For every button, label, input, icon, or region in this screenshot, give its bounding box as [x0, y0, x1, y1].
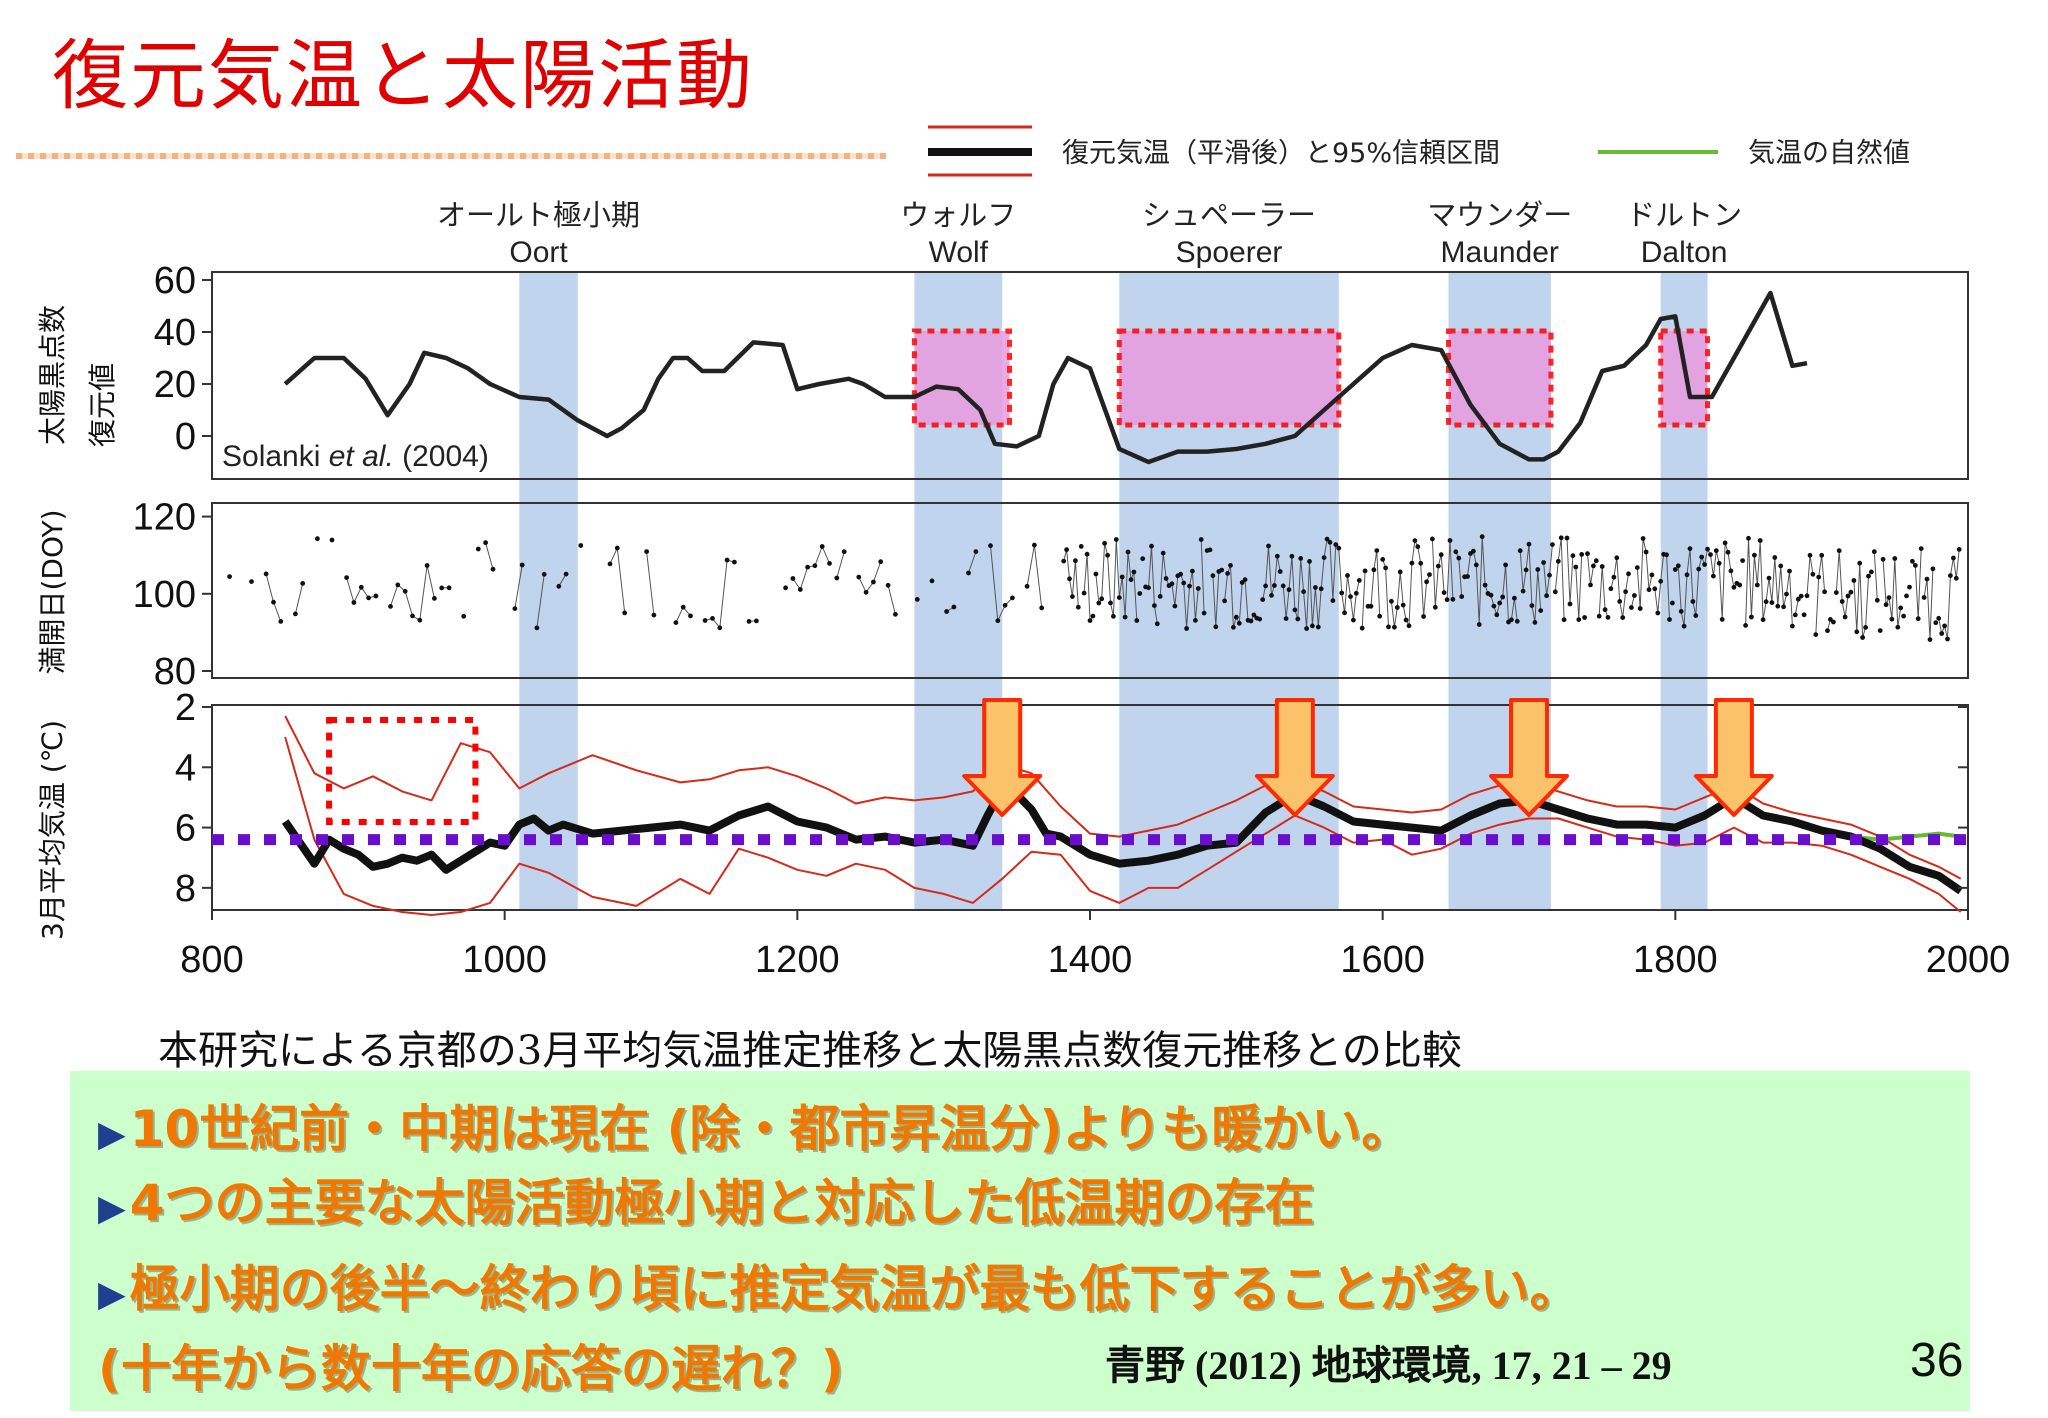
legend-temperature-label: 復元気温（平滑後）と95%信頼区間: [1062, 138, 1500, 169]
bullet-text: 10世紀前・中期は現在 (除・都市昇温分)よりも暖かい。: [129, 1100, 1412, 1158]
bullet-text: 4つの主要な太陽活動極小期と対応した低温期の存在: [129, 1174, 1315, 1232]
minimum-label-en: Dalton: [1641, 236, 1728, 269]
minima-labels: オールト極小期 Oort ウォルフ Wolf シュペーラー Spoerer マウンダー Mau…: [437, 198, 1742, 269]
bullet-marker-icon: ▶: [98, 1274, 126, 1315]
title-underline: [16, 153, 886, 159]
summary-box: ▶10世紀前・中期は現在 (除・都市昇温分)よりも暖かい。 ▶4つの主要な太陽活…: [70, 1071, 1970, 1411]
temperature-ytick-label: 6: [175, 808, 196, 850]
minimum-label-jp: オールト極小期: [437, 198, 640, 232]
low-activity-highlight: [911, 328, 1013, 428]
summary-bullet-3: ▶極小期の後半～終わり頃に推定気温が最も低下することが多い。: [98, 1249, 1580, 1321]
cooling-arrow-icon: [1254, 698, 1335, 817]
bloom-ytick-label: 120: [133, 497, 196, 539]
xtick-label: 1000: [462, 939, 547, 981]
cooling-arrow-icon: [962, 698, 1043, 817]
page-number: 36: [1910, 1334, 1964, 1387]
temperature-ytick-label: 8: [175, 868, 196, 910]
temperature-ytick-label: 2: [175, 687, 196, 729]
sunspot-ytick-label: 60: [154, 260, 196, 302]
bullet-marker-icon: ▶: [98, 1114, 126, 1155]
summary-bullet-2: ▶4つの主要な太陽活動極小期と対応した低温期の存在: [98, 1163, 1314, 1235]
ci-lower-line: [284, 715, 1962, 880]
sunspot-series-line: [283, 290, 1808, 465]
chart: 復元気温（平滑後）と95%信頼区間 気温の自然値 オールト極小期 Oort ウォルフ…: [36, 125, 2011, 981]
low-activity-highlight: [1658, 328, 1711, 428]
citation: 青野 (2012) 地球環境, 17, 21 – 29: [1105, 1343, 1672, 1388]
minimum-label-jp: ウォルフ: [900, 198, 1016, 232]
bloom-panel-frame: [211, 502, 1969, 679]
bullet-text: (十年から数十年の応答の遅れ？): [98, 1340, 844, 1398]
xtick-label: 800: [180, 939, 243, 981]
sunspot-panel-frame: [211, 271, 1969, 480]
xtick-label: 1800: [1633, 939, 1718, 981]
axes: 0 20 40 60 80 100 120 2 4 6 8 800 1000 1200 1400 1600 18…: [133, 260, 2011, 981]
temperature-ylabel: 3月平均気温 (℃): [36, 720, 69, 940]
figure-caption: 本研究による京都の3月平均気温推定推移と太陽黒点数復元推移との比較: [158, 1028, 1462, 1074]
minimum-band-oort: [519, 272, 578, 910]
minimum-label-jp: マウンダー: [1427, 198, 1572, 232]
temperature-ytick-label: 4: [175, 747, 196, 789]
minimum-label-en: Wolf: [929, 236, 989, 269]
legend-natural-label: 気温の自然値: [1748, 138, 1910, 169]
xtick-label: 1400: [1048, 939, 1133, 981]
minimum-label-en: Spoerer: [1176, 236, 1283, 269]
minimum-label-en: Maunder: [1441, 236, 1559, 269]
warm-period-box: [326, 717, 479, 825]
chart-legend: 復元気温（平滑後）と95%信頼区間 気温の自然値: [928, 125, 1910, 177]
slide-title: 復元気温と太陽活動: [52, 31, 754, 120]
bullet-marker-icon: ▶: [98, 1188, 126, 1229]
bloom-ytick-label: 100: [133, 574, 196, 616]
minimum-label-jp: ドルトン: [1626, 198, 1742, 232]
temperature-panel: [212, 698, 1968, 916]
summary-bullet-1: ▶10世紀前・中期は現在 (除・都市昇温分)よりも暖かい。: [98, 1089, 1411, 1161]
xtick-label: 2000: [1926, 939, 2011, 981]
sunspot-ytick-label: 0: [175, 416, 196, 458]
sunspot-annotation: Solanki et al. (2004): [222, 440, 489, 473]
minimum-label-en: Oort: [509, 236, 568, 269]
xtick-label: 1600: [1340, 939, 1425, 981]
xtick-label: 1200: [755, 939, 840, 981]
cooling-arrow-icon: [1489, 698, 1569, 817]
sunspot-ytick-label: 40: [154, 312, 196, 354]
low-activity-highlight: [1446, 328, 1554, 428]
bloom-ylabel: 満開日(DOY): [36, 509, 69, 674]
summary-bullet-4: (十年から数十年の応答の遅れ？): [98, 1329, 844, 1401]
bloom-ytick-label: 80: [154, 651, 196, 693]
sunspot-panel: Solanki et al. (2004): [222, 290, 1808, 473]
minimum-label-jp: シュペーラー: [1142, 198, 1316, 232]
sunspot-ylabel-line2: 復元値: [86, 363, 119, 447]
low-activity-highlight: [1116, 328, 1342, 428]
bullet-text: 極小期の後半～終わり頃に推定気温が最も低下することが多い。: [129, 1260, 1580, 1318]
bloom-panel: [227, 534, 1962, 642]
sunspot-ylabel-line1: 太陽黒点数: [36, 305, 69, 445]
sunspot-ytick-label: 20: [154, 364, 196, 406]
cooling-arrow-icon: [1693, 698, 1774, 817]
